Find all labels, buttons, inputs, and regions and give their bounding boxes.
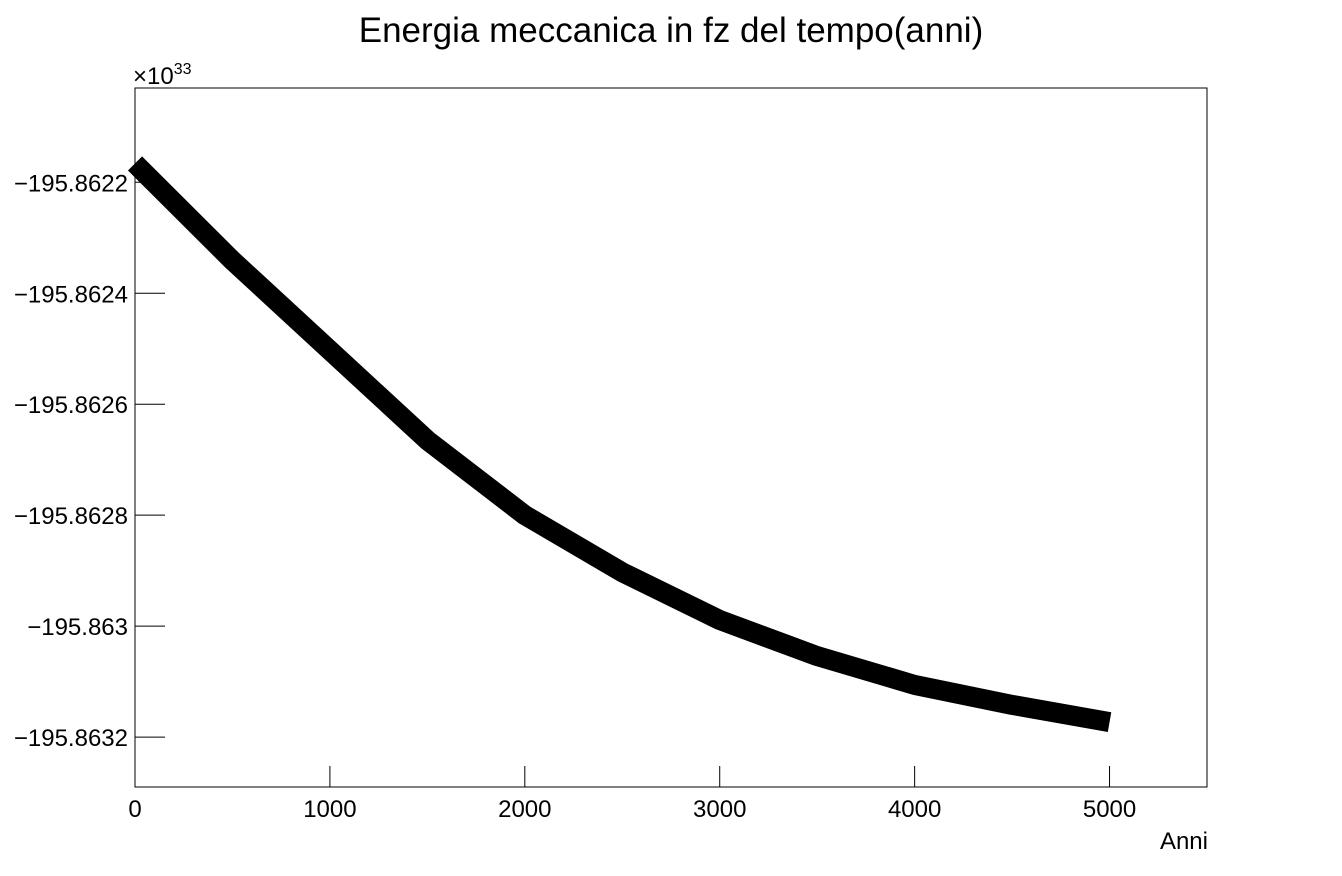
y-tick-label: −195.8632 <box>14 725 128 752</box>
y-multiplier-base: ×10 <box>133 63 174 90</box>
y-tick-label: −195.8624 <box>14 281 128 308</box>
x-tick-label: 0 <box>128 796 141 823</box>
x-tick-label: 1000 <box>303 796 356 823</box>
x-tick-label: 4000 <box>888 796 941 823</box>
x-tick-label: 3000 <box>693 796 746 823</box>
x-tick-label: 2000 <box>498 796 551 823</box>
y-multiplier-exponent: 33 <box>174 61 192 78</box>
y-tick-label: −195.8628 <box>14 503 128 530</box>
y-tick-label: −195.863 <box>27 614 128 641</box>
y-tick-label: −195.8622 <box>14 170 128 197</box>
data-line <box>127 156 1112 732</box>
x-tick-label: 5000 <box>1083 796 1136 823</box>
x-axis-label: Anni <box>1160 828 1208 855</box>
y-tick-label: −195.8626 <box>14 392 128 419</box>
plot-frame <box>134 87 1208 788</box>
y-multiplier: ×1033 <box>133 61 192 90</box>
chart-title: Energia meccanica in fz del tempo(anni) <box>359 11 983 50</box>
